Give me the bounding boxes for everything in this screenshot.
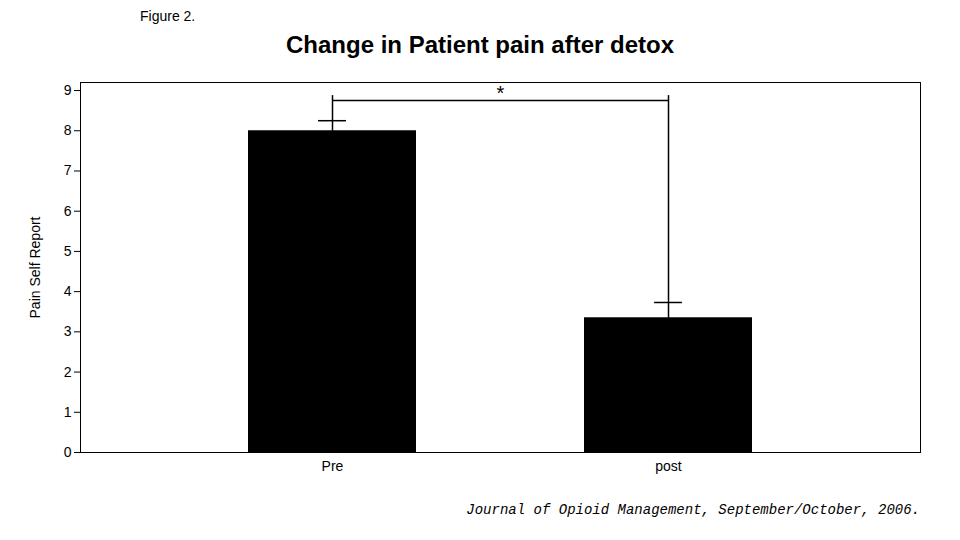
html-text:Journal of Opioid Management,: Journal of Opioid Management, September/… <box>466 502 920 518</box>
svg-text:8: 8 <box>64 122 72 138</box>
svg-text:4: 4 <box>64 283 72 299</box>
svg-text:post: post <box>655 458 682 474</box>
html-text:Figure 2.: Figure 2. <box>140 8 196 24</box>
svg-text:0: 0 <box>64 444 72 460</box>
svg-text:2: 2 <box>64 364 72 380</box>
svg-text:1: 1 <box>64 404 72 420</box>
svg-text:3: 3 <box>64 323 72 339</box>
svg-text:9: 9 <box>64 82 72 98</box>
html-text:Change in Patient pain after d: Change in Patient pain after detox <box>286 31 674 58</box>
svg-text:*: * <box>497 82 505 104</box>
svg-text:Pre: Pre <box>322 458 344 474</box>
svg-text:5: 5 <box>64 243 72 259</box>
svg-text:Pain Self Report: Pain Self Report <box>27 216 43 318</box>
svg-text:6: 6 <box>64 203 72 219</box>
svg-text:7: 7 <box>64 162 72 178</box>
